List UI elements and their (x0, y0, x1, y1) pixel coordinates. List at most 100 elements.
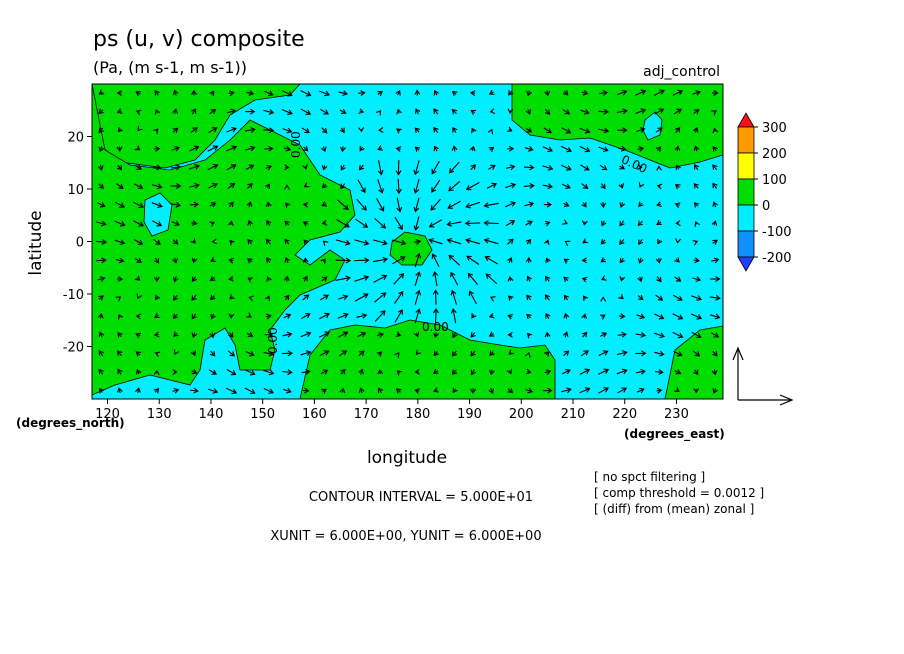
wind-vector (302, 163, 308, 170)
wind-vector (136, 293, 143, 300)
wind-vector (505, 182, 517, 189)
wind-vector (95, 238, 108, 245)
wind-vector (375, 110, 382, 116)
wind-vector (564, 240, 571, 246)
wind-vector (693, 202, 700, 208)
wind-vector (354, 257, 370, 264)
wind-vector (281, 350, 294, 357)
wind-vector (451, 350, 458, 357)
wind-vector (246, 258, 253, 264)
wind-vector (356, 313, 368, 319)
wind-vector (153, 369, 160, 376)
wind-vector (247, 238, 253, 245)
wind-vector (282, 127, 293, 134)
x-tick-label: 180 (405, 407, 430, 422)
y-tick-label: 10 (67, 183, 84, 198)
wind-vector (524, 352, 531, 358)
wind-vector (211, 238, 217, 245)
wind-vector (172, 108, 179, 115)
wind-vector (395, 331, 402, 338)
wind-vector (172, 313, 179, 319)
wind-vector (505, 220, 516, 227)
wind-vector (507, 313, 513, 320)
wind-vector (191, 257, 198, 264)
wind-vector (301, 313, 311, 319)
wind-vector (617, 127, 628, 134)
wind-vector (447, 200, 461, 209)
wind-vector (228, 90, 235, 97)
wind-vector (579, 387, 591, 394)
wind-vector (413, 160, 420, 176)
wind-vector (154, 145, 161, 152)
contour-interval: CONTOUR INTERVAL = 5.000E+01 (309, 490, 533, 505)
wind-vector (488, 312, 495, 319)
wind-vector (229, 239, 235, 246)
wind-vector (335, 239, 351, 246)
wind-vector (619, 202, 626, 208)
positive-region-southeast (664, 325, 723, 399)
wind-vector (597, 368, 610, 375)
wind-vector (450, 271, 459, 286)
wind-vector (265, 238, 272, 245)
wind-vector (133, 220, 145, 227)
wind-vector (617, 331, 627, 338)
wind-vector (617, 89, 628, 96)
wind-vector (563, 312, 570, 319)
wind-vector (656, 387, 663, 394)
wind-vector (322, 240, 329, 246)
wind-vector (396, 108, 402, 115)
wind-vector (210, 313, 216, 320)
wind-vector (135, 351, 142, 357)
wind-vector (190, 387, 199, 394)
x-tick-label: 150 (250, 407, 275, 422)
wind-vector (433, 89, 439, 96)
reference-vector (732, 346, 794, 406)
wind-vector (489, 350, 495, 356)
x-tick-label: 170 (354, 407, 379, 422)
x-tick-label: 140 (199, 407, 224, 422)
wind-vector (395, 178, 402, 195)
wind-vector (320, 294, 329, 301)
wind-vector (172, 239, 179, 245)
wind-vector (335, 257, 352, 264)
wind-vector (562, 108, 571, 115)
wind-vector (525, 368, 532, 375)
wind-vector (340, 183, 346, 190)
wind-vector (336, 219, 350, 228)
wind-vector (544, 108, 551, 115)
wind-vector (693, 388, 700, 394)
wind-vector (245, 108, 256, 115)
wind-vector (357, 331, 367, 338)
wind-vector (301, 368, 311, 375)
wind-vector (508, 90, 514, 96)
wind-vector (637, 220, 644, 227)
wind-vector (414, 289, 422, 305)
colorbar-label: 0 (762, 199, 770, 214)
wind-vector (283, 387, 292, 394)
wind-vector (151, 202, 163, 208)
wind-vector (396, 370, 403, 376)
negative-islands (143, 111, 663, 237)
wind-vector (544, 331, 551, 338)
wind-vector (600, 183, 606, 190)
wind-vector (191, 332, 198, 338)
colorbar-segment (737, 178, 755, 206)
wind-vector (526, 294, 532, 301)
wind-vector (135, 332, 141, 339)
wind-vector (432, 368, 439, 374)
colorbar-segment (737, 126, 755, 154)
wind-vector (711, 220, 718, 226)
wind-vector (227, 182, 236, 189)
wind-vector (263, 90, 274, 97)
wind-vector (450, 289, 458, 305)
wind-vector (656, 165, 663, 171)
wind-vector (339, 127, 345, 134)
wind-vector (600, 314, 606, 320)
wind-vector (710, 276, 721, 282)
wind-vector (579, 145, 591, 153)
wind-vector (563, 294, 569, 301)
wind-vector (284, 202, 291, 209)
wind-vector (134, 257, 142, 263)
wind-vector (337, 199, 349, 211)
wind-vector (356, 198, 367, 211)
